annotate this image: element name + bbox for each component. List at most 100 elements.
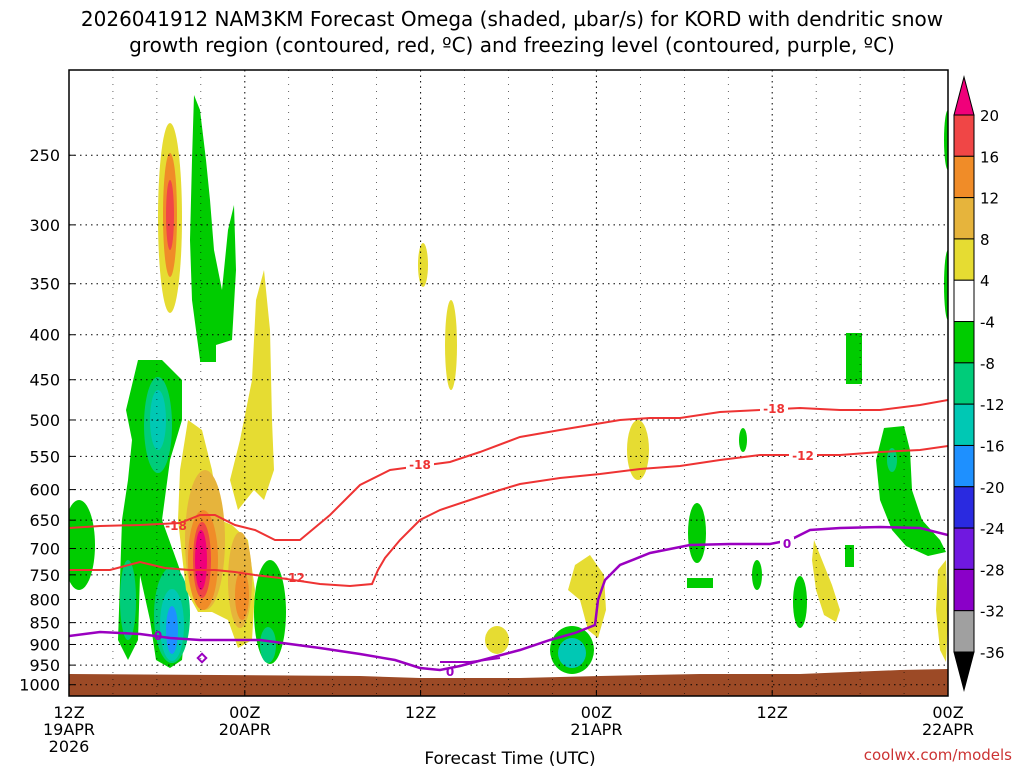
omega-rising-lower-mid-b — [260, 627, 276, 663]
omega-sinking-upper-max — [166, 180, 174, 250]
omega-rising-left-c — [120, 560, 136, 640]
omega-rising-top-right-a — [944, 110, 948, 170]
colorbar-segment — [953, 486, 975, 529]
colorbar-label: -16 — [980, 437, 1005, 455]
x-axis-label: Forecast Time (UTC) — [424, 749, 595, 768]
x-tick-label-l1: 00Z — [932, 703, 963, 722]
y-tick-label: 350 — [29, 275, 60, 294]
label-dgz-minus12-left: -12 — [283, 571, 305, 585]
omega-rising-mid-c — [739, 428, 747, 452]
x-tick-label-l2: 21APR — [570, 720, 622, 739]
y-tick-label: 700 — [29, 539, 60, 558]
colorbar-segment — [953, 362, 975, 405]
y-tick-label: 750 — [29, 566, 60, 585]
chart-title-line-1: 2026041912 NAM3KM Forecast Omega (shaded… — [81, 7, 943, 31]
omega-sinking-tall-strip — [230, 270, 274, 510]
y-tick-label: 450 — [29, 371, 60, 390]
contour-minus12-left — [69, 445, 948, 588]
y-tick-label: 950 — [29, 656, 60, 675]
colorbar-segment — [953, 403, 975, 446]
colorbar-bottom-arrow — [953, 651, 975, 692]
label-dgz-minus18-b: -18 — [763, 402, 785, 416]
x-tick-label-l2: 20APR — [219, 720, 271, 739]
y-tick-label: 800 — [29, 590, 60, 609]
y-tick-label: 850 — [29, 614, 60, 633]
plot-frame — [68, 69, 949, 697]
colorbar-label: 16 — [980, 148, 999, 166]
colorbar-segment — [953, 568, 975, 612]
colorbar-label: 4 — [980, 272, 990, 290]
label-frz-0-b: 0 — [446, 665, 454, 679]
label-dgz-minus12-a: -12 — [792, 449, 814, 463]
colorbar-label: -4 — [980, 314, 995, 332]
contour-freezing-diamond — [196, 652, 208, 664]
y-tick-label: 500 — [29, 411, 60, 430]
colorbar: 20 16 12 8 4 -4 -8 -12 -16 -20 -24 -28 -32 -36 — [953, 75, 1005, 692]
omega-rising-upper — [190, 95, 236, 360]
omega-rising-right-small — [845, 545, 854, 567]
colorbar-label: -36 — [980, 644, 1005, 662]
colorbar-segment — [953, 197, 975, 240]
contour-freezing-level-spur — [440, 657, 501, 663]
chart-title-line-2: growth region (contoured, red, ºC) and f… — [129, 33, 895, 57]
omega-rising-left-f — [166, 606, 178, 654]
omega-rising-mid-a — [688, 503, 706, 563]
omega-sinking-small-a — [418, 243, 428, 287]
label-dgz-minus18-left: -18 — [165, 519, 187, 533]
y-tick-label: 900 — [29, 635, 60, 654]
terrain-ground — [69, 669, 948, 696]
x-tick-label-l2: 22APR — [922, 720, 974, 739]
omega-sinking-right — [812, 540, 840, 622]
x-tick-label-l1: 12Z — [757, 703, 788, 722]
omega-sinking-right-edge — [936, 560, 948, 662]
omega-rising-right-core — [887, 448, 897, 472]
y-tick-label: 550 — [29, 447, 60, 466]
colorbar-segment — [953, 444, 975, 488]
x-tick-label-l3: 2026 — [49, 737, 90, 756]
x-tick-label-l1: 12Z — [405, 703, 436, 722]
colorbar-label: -24 — [980, 520, 1005, 538]
omega-rising-mid-b — [687, 578, 713, 588]
y-axis: 250 300 350 400 450 500 550 600 650 700 750 800 850 9… — [19, 146, 75, 695]
y-tick-label: 400 — [29, 326, 60, 345]
y-tick-label: 600 — [29, 481, 60, 500]
colorbar-label: 12 — [980, 190, 999, 208]
colorbar-label: -8 — [980, 355, 995, 373]
omega-sinking-small-b — [445, 300, 457, 390]
watermark: coolwx.com/models — [864, 746, 1012, 764]
x-tick-label-l1: 12Z — [53, 703, 84, 722]
colorbar-segment — [953, 114, 975, 157]
omega-rising-upper-b — [200, 330, 216, 362]
omega-sinking-small-c — [485, 626, 509, 654]
label-frz-0-a: 0 — [154, 629, 162, 643]
y-tick-label: 650 — [29, 511, 60, 530]
colorbar-label: -28 — [980, 561, 1005, 579]
omega-shading — [69, 95, 948, 674]
colorbar-top-arrow — [953, 75, 975, 116]
x-tick-label-l1: 00Z — [581, 703, 612, 722]
y-tick-label: 1000 — [19, 676, 60, 695]
colorbar-segment — [953, 238, 975, 281]
colorbar-label: 20 — [980, 107, 999, 125]
colorbar-segment — [953, 321, 975, 364]
label-frz-0-c: 0 — [783, 537, 791, 551]
omega-rising-mid-e — [793, 576, 807, 628]
colorbar-label: 8 — [980, 231, 990, 249]
colorbar-label: -20 — [980, 479, 1005, 497]
omega-sinking-main-g — [235, 570, 249, 620]
colorbar-segment — [953, 279, 975, 323]
omega-rising-right-box — [846, 333, 862, 384]
y-tick-label: 250 — [29, 146, 60, 165]
omega-rising-sfc-core — [558, 638, 586, 668]
colorbar-segment — [953, 527, 975, 570]
colorbar-segment — [953, 610, 975, 653]
colorbar-label: -32 — [980, 603, 1005, 621]
omega-rising-top-right-b — [944, 250, 948, 320]
omega-rising-left-edge — [69, 500, 95, 590]
contour-labels: -18 -18 -12 -18 -12 0 0 0 — [154, 402, 817, 679]
label-dgz-minus18-a: -18 — [409, 458, 431, 472]
colorbar-segment — [953, 155, 975, 199]
x-tick-label-l1: 00Z — [229, 703, 260, 722]
